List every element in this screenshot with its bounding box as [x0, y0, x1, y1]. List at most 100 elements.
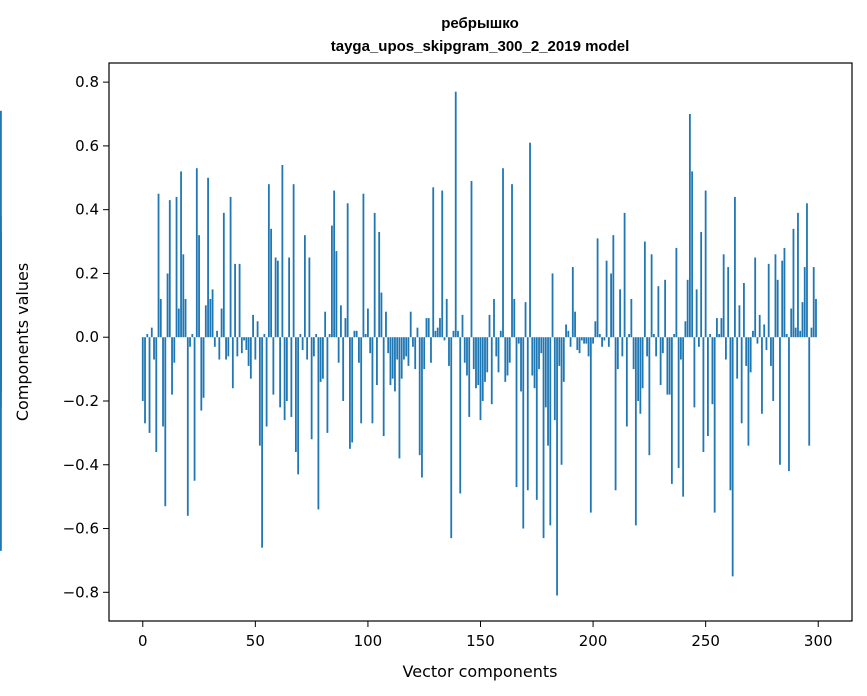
y-tick-label: 0.2	[75, 264, 99, 282]
bar	[506, 337, 509, 376]
bar	[270, 228, 273, 338]
bar	[459, 337, 462, 494]
bar	[315, 334, 318, 338]
bar	[711, 337, 714, 405]
bar	[227, 337, 230, 357]
bar	[186, 337, 189, 516]
y-tick-label: −0.2	[63, 392, 99, 410]
bar	[369, 337, 372, 354]
bar	[389, 337, 392, 386]
bar	[479, 337, 482, 421]
bar	[508, 337, 511, 363]
bar	[276, 260, 279, 338]
bar	[497, 337, 500, 373]
bar	[693, 337, 696, 408]
bar	[713, 337, 716, 513]
bar	[484, 337, 486, 382]
bar	[594, 321, 597, 338]
bar	[776, 279, 779, 338]
bar	[643, 241, 646, 338]
bar	[153, 337, 155, 360]
bar	[740, 337, 743, 424]
bar	[306, 337, 309, 360]
bar	[533, 337, 536, 389]
bar	[193, 337, 196, 481]
bar	[614, 337, 617, 491]
bar	[376, 337, 378, 386]
chart-subtitle: tayga_upos_skipgram_300_2_2019 model	[331, 38, 630, 55]
bar	[272, 337, 275, 395]
bar	[220, 308, 223, 338]
bar	[418, 337, 421, 456]
bar	[407, 337, 410, 366]
bar	[749, 337, 752, 373]
bar	[349, 337, 351, 449]
bar	[317, 337, 320, 510]
bar	[729, 337, 732, 491]
bar	[414, 337, 417, 370]
bar	[180, 171, 182, 338]
bar	[761, 337, 763, 414]
bar	[481, 337, 484, 401]
bar	[625, 337, 628, 427]
bar	[767, 263, 770, 338]
bar	[412, 337, 414, 347]
bar	[200, 337, 203, 411]
bar	[700, 231, 703, 338]
bar	[718, 334, 721, 338]
bar	[661, 337, 664, 354]
bar	[263, 334, 266, 338]
bar	[0, 337, 2, 551]
bar	[488, 314, 491, 338]
bar	[236, 337, 239, 357]
bar	[265, 337, 268, 427]
y-tick-label: −0.8	[63, 583, 99, 601]
bar	[547, 337, 549, 446]
bar	[657, 286, 660, 338]
bar	[549, 337, 552, 526]
bar	[466, 337, 468, 376]
bar	[792, 228, 795, 338]
bar	[371, 337, 374, 424]
bar	[655, 337, 658, 357]
bar	[324, 311, 327, 338]
bar	[592, 337, 594, 344]
bar	[150, 327, 153, 338]
bar	[247, 337, 250, 366]
bar	[758, 314, 761, 338]
bar	[231, 337, 234, 389]
x-tick-label: 250	[691, 632, 720, 650]
bar	[702, 337, 705, 453]
bar	[709, 334, 712, 338]
bar	[171, 337, 173, 395]
bar	[254, 337, 257, 360]
bar	[218, 337, 221, 360]
bar	[353, 330, 356, 338]
bar	[312, 337, 315, 357]
bar	[736, 337, 739, 379]
bar	[576, 337, 579, 350]
bar	[668, 337, 671, 395]
bar	[281, 165, 284, 338]
bar	[587, 337, 590, 357]
bar	[308, 257, 311, 338]
bar	[373, 212, 376, 338]
x-tick-label: 200	[579, 632, 608, 650]
bar	[380, 292, 383, 338]
bar	[513, 298, 516, 338]
bar	[677, 337, 680, 468]
bar	[558, 337, 561, 366]
bar	[409, 311, 412, 338]
bar	[580, 337, 583, 341]
bar	[542, 337, 545, 539]
y-tick-label: 0.6	[75, 137, 99, 155]
bar	[774, 254, 777, 338]
bar	[675, 247, 678, 338]
y-tick-label: −0.6	[63, 520, 99, 538]
bar	[209, 298, 212, 338]
bar	[159, 298, 162, 338]
bar	[222, 212, 225, 338]
bar	[292, 184, 295, 338]
bar	[274, 257, 277, 338]
bar	[301, 337, 304, 350]
